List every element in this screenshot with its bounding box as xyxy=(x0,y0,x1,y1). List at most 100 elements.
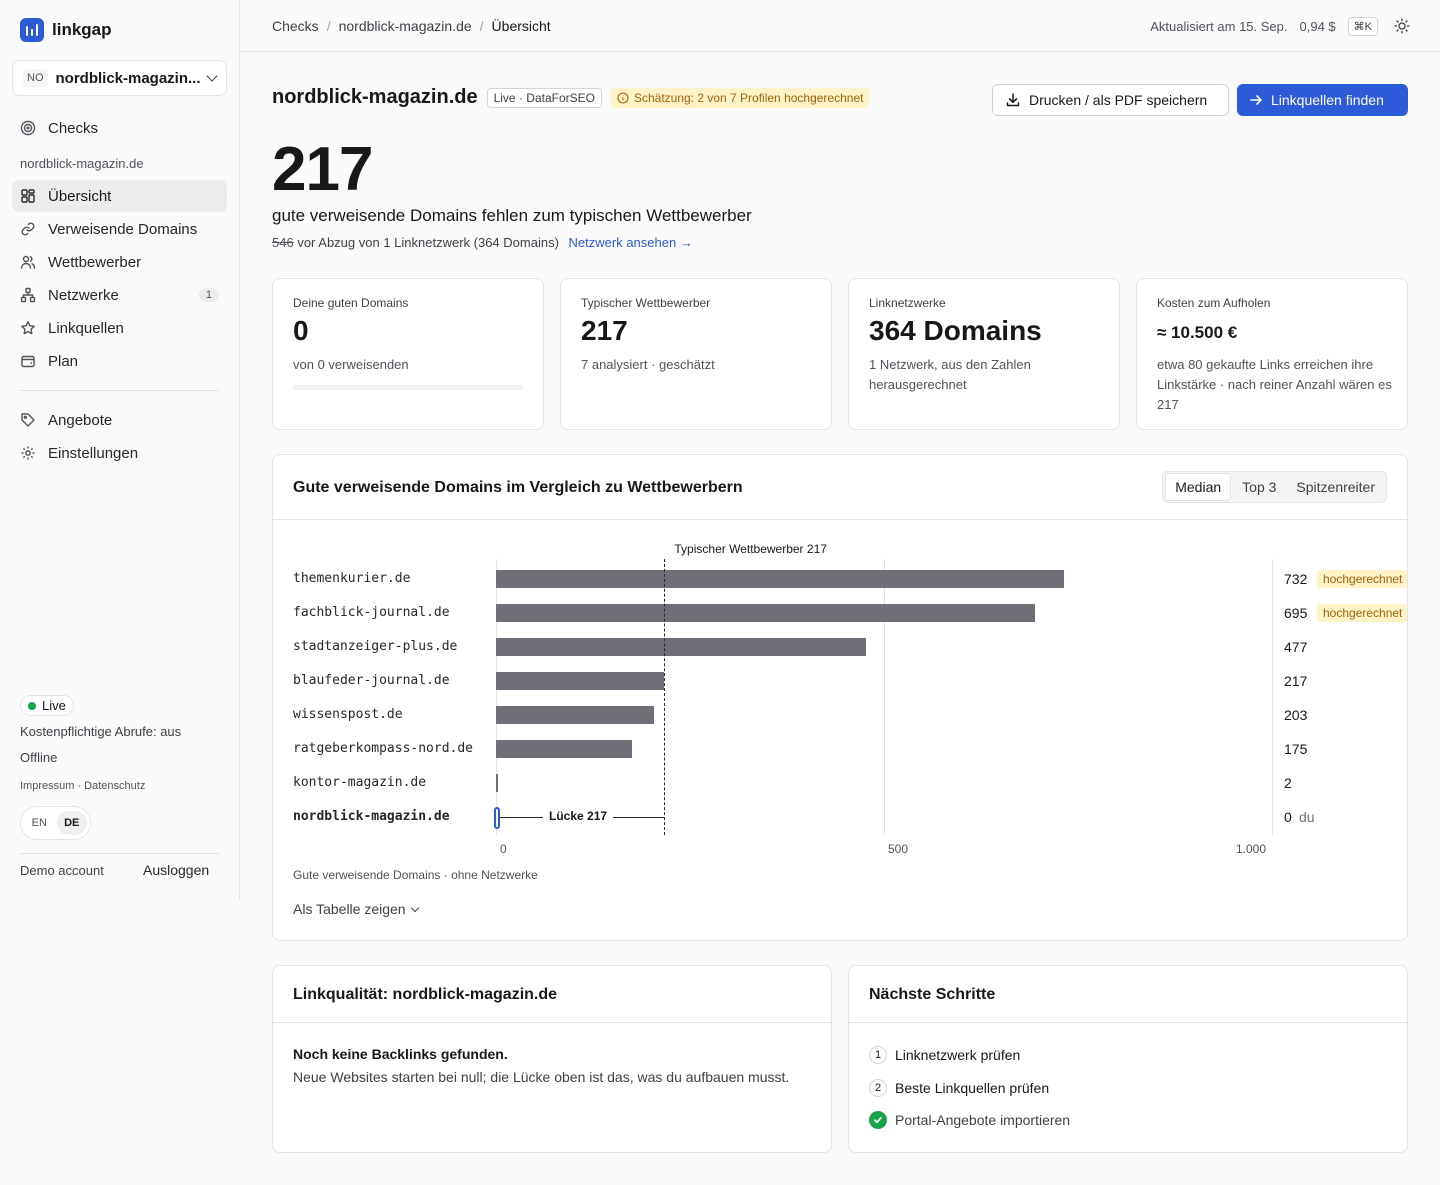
step-label: Linknetzwerk prüfen xyxy=(895,1047,1021,1063)
find-link-sources-button[interactable]: Linkquellen finden xyxy=(1237,84,1408,116)
kpi-value: 217 xyxy=(581,315,628,346)
topbar: Checks / nordblick-magazin.de / Übersich… xyxy=(240,0,1440,52)
view-network-link[interactable]: Netzwerk ansehen → xyxy=(568,235,693,250)
data-bar xyxy=(496,638,867,656)
chart-footnote: Gute verweisende Domains · ohne Netzwerk… xyxy=(293,868,538,882)
sidebar-item-verweisende-domains[interactable]: Verweisende Domains xyxy=(12,213,227,245)
link-icon xyxy=(20,221,36,237)
wallet-icon xyxy=(20,353,36,369)
category-label: ratgeberkompass-nord.de xyxy=(293,741,474,756)
category-label: nordblick-magazin.de xyxy=(293,809,450,824)
comparison-segmented-control: Median Top 3 Spitzenreiter xyxy=(1162,471,1387,503)
gap-subline: 546 vor Abzug von 1 Linknetzwerk (364 Do… xyxy=(272,235,693,250)
next-step-item[interactable]: 2 Beste Linkquellen prüfen xyxy=(869,1079,1049,1097)
segment-leader[interactable]: Spitzenreiter xyxy=(1296,479,1375,495)
x-gridline xyxy=(496,559,497,835)
users-icon xyxy=(20,254,36,270)
kpi-label: Deine guten Domains xyxy=(293,296,409,310)
print-pdf-button[interactable]: Drucken / als PDF speichern xyxy=(992,84,1229,116)
kpi-label: Kosten zum Aufholen xyxy=(1157,296,1271,310)
star-icon xyxy=(20,320,36,336)
category-label: stadtanzeiger-plus.de xyxy=(293,639,458,654)
kpi-value: 0 xyxy=(293,315,309,346)
paid-calls-status: Kostenpflichtige Abrufe: aus xyxy=(20,724,182,739)
reference-line-label: Typischer Wettbewerber 217 xyxy=(674,542,827,556)
segment-top-3[interactable]: Top 3 xyxy=(1242,479,1277,495)
page-title: nordblick-magazin.de xyxy=(272,86,478,108)
category-label: blaufeder-journal.de xyxy=(293,673,450,688)
no-backlinks-text: Neue Websites starten bei null; die Lück… xyxy=(293,1069,790,1085)
link-quality-title: Linkqualität: nordblick-magazin.de xyxy=(293,986,558,1003)
category-label: themenkurier.de xyxy=(293,571,411,586)
site-selector[interactable]: NO nordblick-magazin.... xyxy=(12,60,227,96)
print-pdf-label: Drucken / als PDF speichern xyxy=(1029,92,1208,108)
lang-en-button[interactable]: EN xyxy=(31,817,47,829)
bar-value-label: 695 xyxy=(1284,605,1308,621)
x-gridline xyxy=(884,559,885,835)
next-step-item[interactable]: Portal-Angebote importieren xyxy=(869,1111,1070,1129)
logout-button[interactable]: Ausloggen xyxy=(143,862,210,878)
bar-value-label: 217 xyxy=(1284,673,1308,689)
command-palette-shortcut[interactable]: ⌘K xyxy=(1347,16,1378,36)
breadcrumb-checks[interactable]: Checks xyxy=(272,18,319,34)
offline-status: Offline xyxy=(20,750,58,765)
arrow-right-icon xyxy=(1250,95,1262,105)
category-label: wissenspost.de xyxy=(293,707,403,722)
sidebar-item-linkquellen[interactable]: Linkquellen xyxy=(12,312,227,344)
sidebar-item-label: Einstellungen xyxy=(48,444,139,462)
segment-median[interactable]: Median xyxy=(1165,473,1232,501)
updated-timestamp: Aktualisiert am 15. Sep. xyxy=(1150,18,1288,34)
show-table-toggle[interactable]: Als Tabelle zeigen xyxy=(293,901,419,917)
card-divider xyxy=(849,1022,1407,1023)
bar-value-label: 175 xyxy=(1284,741,1308,757)
data-source-badge: Live · DataForSEO xyxy=(486,87,602,108)
sidebar-item-plan[interactable]: Plan xyxy=(12,345,227,377)
legal-links[interactable]: Impressum · Datenschutz xyxy=(20,780,146,792)
next-step-item[interactable]: 1 Linknetzwerk prüfen xyxy=(869,1046,1020,1064)
site-name: nordblick-magazin.... xyxy=(55,69,201,87)
link-quality-card: Linkqualität: nordblick-magazin.de Noch … xyxy=(272,965,832,1153)
sidebar-divider xyxy=(20,390,219,391)
sidebar-item-wettbewerber[interactable]: Wettbewerber xyxy=(12,246,227,278)
tag-icon xyxy=(20,412,36,428)
sidebar: linkgap NO nordblick-magazin.... Checks … xyxy=(0,0,240,900)
breadcrumb-site[interactable]: nordblick-magazin.de xyxy=(338,18,472,34)
sidebar-item-einstellungen[interactable]: Einstellungen xyxy=(12,437,227,469)
next-steps-card: Nächste Schritte 1 Linknetzwerk prüfen 2… xyxy=(848,965,1408,1153)
show-table-label: Als Tabelle zeigen xyxy=(293,901,406,917)
card-divider xyxy=(273,1022,831,1023)
live-status-badge: Live xyxy=(20,695,74,716)
sidebar-item-label: Verweisende Domains xyxy=(48,220,198,238)
brand-name: linkgap xyxy=(52,20,112,39)
chart-header: Gute verweisende Domains im Vergleich zu… xyxy=(273,455,1407,520)
kpi-progress-bar xyxy=(293,385,523,390)
bar-value-label: 477 xyxy=(1284,639,1308,655)
sidebar-item-label: Wettbewerber xyxy=(48,253,142,271)
category-label: fachblick-journal.de xyxy=(293,605,450,620)
kpi-value: 364 Domains xyxy=(869,315,1042,346)
sidebar-item-label: Checks xyxy=(48,119,99,137)
extrapolated-badge: hochgerechnet xyxy=(1317,570,1407,588)
api-cost: 0,94 $ xyxy=(1299,18,1336,34)
breadcrumb: Checks / nordblick-magazin.de / Übersich… xyxy=(272,18,551,34)
next-steps-title: Nächste Schritte xyxy=(869,986,996,1003)
grid-icon xyxy=(20,188,36,204)
x-tick-label: 500 xyxy=(888,842,909,856)
kpi-note: etwa 80 gekaufte Links erreichen ihre Li… xyxy=(1157,357,1392,412)
page-header: nordblick-magazin.de Live · DataForSEO S… xyxy=(272,86,870,109)
bar-value-label: 203 xyxy=(1284,707,1308,723)
chart-title: Gute verweisende Domains im Vergleich zu… xyxy=(293,479,743,496)
gear-icon xyxy=(20,445,36,461)
brand[interactable]: linkgap xyxy=(20,18,112,42)
sidebar-item-angebote[interactable]: Angebote xyxy=(12,404,227,436)
sidebar-item-label: Angebote xyxy=(48,411,113,429)
download-icon xyxy=(1006,93,1020,107)
gap-number: 217 xyxy=(272,135,373,204)
lang-de-button[interactable]: DE xyxy=(56,811,87,835)
account-name: Demo account xyxy=(20,863,104,878)
sidebar-item-uebersicht[interactable]: Übersicht xyxy=(12,180,227,212)
bar-value-label: 0 xyxy=(1284,809,1292,825)
sidebar-item-netzwerke[interactable]: Netzwerke 1 xyxy=(12,279,227,311)
sidebar-item-checks[interactable]: Checks xyxy=(12,112,227,144)
theme-toggle-sun-icon[interactable] xyxy=(1390,14,1414,38)
